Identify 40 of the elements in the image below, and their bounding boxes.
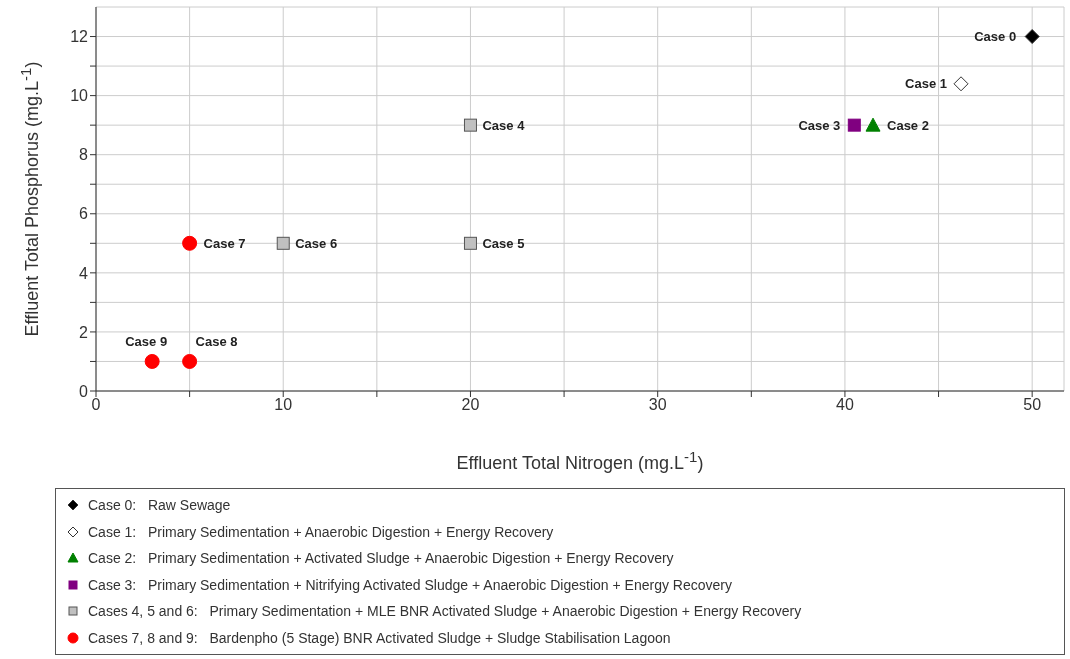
y-tick-label: 8 <box>79 146 89 164</box>
annotation: Case 3 <box>798 117 841 133</box>
annotation: Case 9 <box>125 334 168 350</box>
y-tick-label: 2 <box>79 323 89 341</box>
x-tick-label: 10 <box>274 396 293 414</box>
annotation: Case 8 <box>195 334 238 350</box>
legend-label: Case 0: Raw Sewage <box>88 497 231 514</box>
y-tick-label: 12 <box>70 28 89 46</box>
point <box>1024 29 1040 45</box>
annotation: Case 2 <box>887 117 929 133</box>
x-tick-label: 50 <box>1023 396 1042 414</box>
point <box>463 118 477 132</box>
point <box>182 235 198 251</box>
x-tick-label: 0 <box>91 396 101 414</box>
annotation: Case 1 <box>905 76 948 92</box>
annotation: Case 7 <box>203 235 246 251</box>
y-tick-label: 6 <box>79 205 89 223</box>
legend-label: Cases 4, 5 and 6: Primary Sedimentation + MLE BNR Activated Sludge + Anaerobic Digestion + Energy Recovery <box>88 603 802 620</box>
y-tick-label: 0 <box>79 382 89 400</box>
point <box>865 117 881 132</box>
y-tick-label: 10 <box>70 87 89 105</box>
point <box>847 118 861 132</box>
annotation: Case 5 <box>482 235 525 251</box>
x-tick-label: 30 <box>648 396 667 414</box>
legend-label: Cases 7, 8 and 9: Bardenpho (5 Stage) BNR Activated Sludge + Sludge Stabilisation Lagoon <box>88 629 671 646</box>
legend-label: Case 1: Primary Sedimentation + Anaerobic Digestion + Energy Recovery <box>88 523 554 540</box>
annotation: Case 0 <box>974 29 1017 45</box>
point <box>276 236 290 250</box>
point <box>182 353 198 369</box>
point <box>953 76 969 92</box>
legend-label: Case 3: Primary Sedimentation + Nitrifying Activated Sludge + Anaerobic Digestion + Energy Recovery <box>88 576 732 593</box>
annotation: Case 6 <box>295 235 338 251</box>
y-tick-label: 4 <box>79 264 89 282</box>
point <box>144 353 160 369</box>
x-tick-label: 20 <box>461 396 480 414</box>
x-axis-title: Effluent Total Nitrogen (mg.L$^{-1}$) <box>455 448 705 474</box>
point <box>463 236 477 250</box>
annotation: Case 4 <box>482 117 526 133</box>
x-tick-label: 40 <box>836 396 854 414</box>
legend-label: Case 2: Primary Sedimentation + Activated Sludge + Anaerobic Digestion + Energy Recovery <box>88 550 674 567</box>
